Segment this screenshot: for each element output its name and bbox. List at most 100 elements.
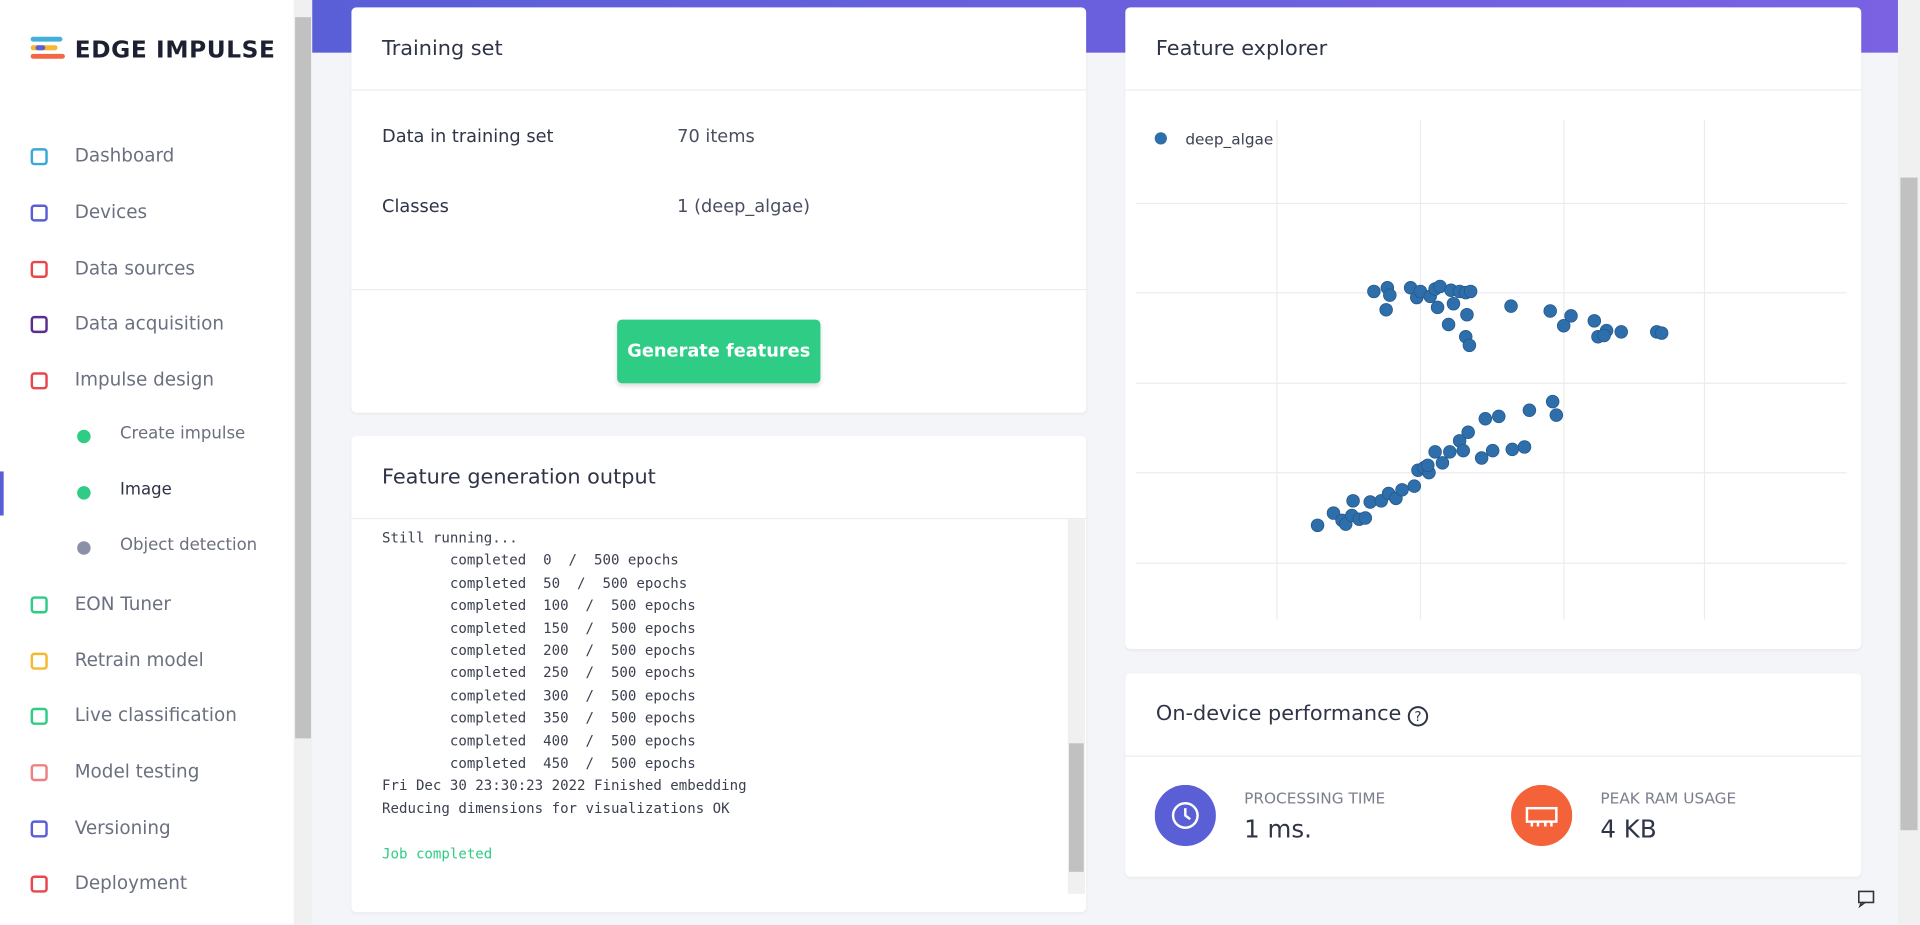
output-card: Feature generation output Still running.… bbox=[351, 435, 1087, 913]
point bbox=[1654, 326, 1669, 340]
nav-item[interactable]: Live classification bbox=[74, 704, 237, 727]
scrollbar bbox=[1897, 0, 1920, 925]
performance-card: On-device performance ? PROCESSING TIME … bbox=[1125, 673, 1862, 877]
log-line: completed 250 / 500 epochs bbox=[382, 664, 696, 682]
nav-item[interactable]: Versioning bbox=[74, 816, 171, 839]
nav-dot bbox=[77, 429, 91, 444]
point bbox=[1556, 318, 1571, 333]
point bbox=[1435, 456, 1450, 470]
logo-text: EDGE IMPULSE bbox=[74, 36, 276, 64]
point bbox=[1545, 394, 1560, 409]
card-title: Feature generation output bbox=[382, 465, 656, 490]
point bbox=[1474, 451, 1489, 465]
point bbox=[1383, 288, 1397, 302]
nav-icon bbox=[30, 204, 48, 222]
point bbox=[1460, 307, 1474, 322]
point bbox=[1456, 443, 1471, 458]
nav-icon bbox=[30, 148, 48, 166]
point bbox=[1614, 325, 1628, 339]
legend-marker bbox=[1154, 132, 1167, 145]
nav-icon bbox=[30, 372, 48, 390]
nav-item[interactable]: Deployment bbox=[74, 871, 188, 894]
point bbox=[1462, 338, 1477, 353]
nav-item[interactable]: Model testing bbox=[74, 760, 200, 783]
nav-item[interactable]: Create impulse bbox=[120, 423, 246, 444]
scrollbar bbox=[293, 0, 313, 925]
point bbox=[1421, 458, 1435, 473]
point bbox=[1492, 409, 1506, 424]
point bbox=[1407, 479, 1422, 493]
log-line: Job completed bbox=[382, 844, 493, 862]
legend-label: deep_algae bbox=[1185, 130, 1273, 149]
log-line: Reducing dimensions for visualizations O… bbox=[382, 799, 730, 817]
point bbox=[1395, 483, 1409, 497]
generate-button[interactable]: Generate features bbox=[617, 319, 821, 384]
sidebar: EDGE IMPULSE Dashboard Devices Data source… bbox=[0, 0, 294, 925]
metric-value: 4 KB bbox=[1600, 814, 1657, 844]
card-title: On-device performance bbox=[1155, 701, 1402, 727]
help-icon[interactable]: ? bbox=[1406, 704, 1430, 728]
nav-icon bbox=[30, 652, 48, 670]
nav-item[interactable]: Devices bbox=[74, 200, 148, 223]
nav-item[interactable]: Retrain model bbox=[74, 648, 204, 672]
point bbox=[1504, 299, 1518, 313]
svg-text:?: ? bbox=[1414, 710, 1421, 725]
nav-icon bbox=[30, 596, 48, 614]
point bbox=[1522, 403, 1537, 417]
log-line: completed 200 / 500 epochs bbox=[382, 641, 696, 659]
active-indicator bbox=[0, 471, 4, 516]
point bbox=[1478, 412, 1493, 426]
training-card: Training set Data in training set 70 ite… bbox=[351, 7, 1087, 413]
nav-item[interactable]: Image bbox=[120, 480, 172, 500]
point bbox=[1446, 296, 1461, 311]
feedback-icon[interactable] bbox=[1856, 889, 1878, 909]
log-line: completed 50 / 500 epochs bbox=[382, 574, 688, 592]
point bbox=[1367, 284, 1381, 299]
point bbox=[1543, 304, 1557, 318]
point bbox=[1564, 309, 1578, 323]
nav-item[interactable]: Data acquisition bbox=[74, 312, 225, 335]
point bbox=[1517, 440, 1532, 454]
row-value: 70 items bbox=[677, 127, 755, 147]
nav-item[interactable]: EON Tuner bbox=[74, 592, 171, 615]
nav-item[interactable]: Data sources bbox=[74, 257, 195, 280]
explorer-card: Feature explorer deep_algae bbox=[1125, 7, 1862, 649]
metric-value: 1 ms. bbox=[1244, 814, 1312, 844]
log-line: completed 100 / 500 epochs bbox=[382, 596, 696, 614]
log-line: completed 450 / 500 epochs bbox=[382, 754, 696, 772]
point bbox=[1441, 317, 1456, 332]
nav-icon bbox=[30, 820, 48, 838]
card-title: Training set bbox=[382, 36, 503, 62]
row-label: Data in training set bbox=[382, 127, 554, 147]
scatter-chart: deep_algae bbox=[1136, 120, 1847, 620]
card-title: Feature explorer bbox=[1155, 36, 1328, 62]
point bbox=[1326, 506, 1341, 520]
point bbox=[1346, 494, 1360, 508]
nav-icon bbox=[30, 764, 48, 782]
point bbox=[1463, 284, 1478, 299]
nav-icon bbox=[30, 707, 48, 725]
row-label: Classes bbox=[382, 197, 449, 217]
nav-item[interactable]: Object detection bbox=[120, 535, 258, 555]
nav-icon bbox=[30, 260, 48, 278]
metric-label: PROCESSING TIME bbox=[1244, 788, 1386, 807]
point bbox=[1379, 303, 1393, 317]
time-icon bbox=[1154, 784, 1216, 847]
point bbox=[1549, 408, 1564, 422]
log-line: completed 150 / 500 epochs bbox=[382, 619, 696, 637]
logo-icon bbox=[30, 36, 65, 59]
nav-icon bbox=[30, 875, 48, 893]
log-line: Fri Dec 30 23:30:23 2022 Finished embedd… bbox=[382, 776, 747, 794]
log-scrollbar[interactable] bbox=[1067, 519, 1085, 894]
nav-icon bbox=[30, 315, 48, 334]
log-line: completed 300 / 500 epochs bbox=[382, 686, 696, 704]
point bbox=[1428, 445, 1442, 459]
nav-item[interactable]: Impulse design bbox=[74, 368, 215, 391]
nav-item[interactable]: Dashboard bbox=[74, 144, 175, 167]
point bbox=[1358, 511, 1373, 525]
log-line: completed 400 / 500 epochs bbox=[382, 731, 696, 749]
ram-icon bbox=[1511, 784, 1573, 847]
point bbox=[1485, 443, 1500, 458]
